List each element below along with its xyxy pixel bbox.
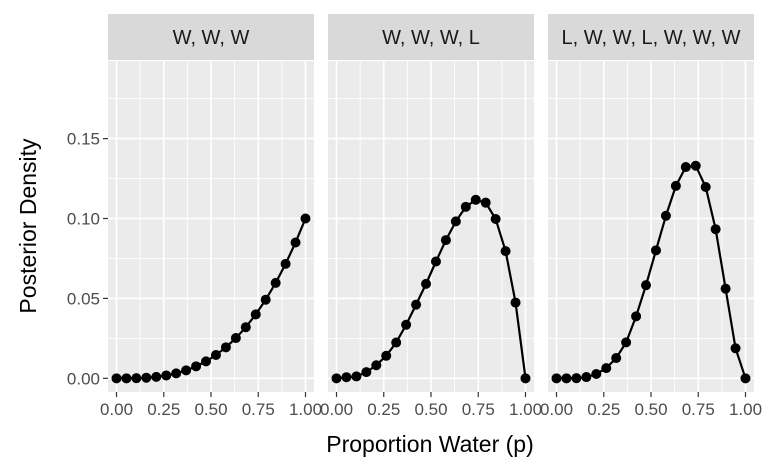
data-point <box>260 294 271 305</box>
facet-strip-title: W, W, W <box>173 27 250 49</box>
y-axis: 0.00 0.05 0.10 0.15 <box>67 130 108 388</box>
facet-strip <box>108 14 314 60</box>
data-point <box>621 337 632 348</box>
data-point <box>561 373 572 384</box>
x-tick-label: 0.00 <box>540 400 573 419</box>
data-point <box>411 299 422 310</box>
x-tick-label: 0.50 <box>194 400 227 419</box>
x-tick-label: 0.75 <box>242 400 275 419</box>
data-point <box>141 372 152 383</box>
data-point <box>381 350 392 361</box>
data-point <box>181 365 192 376</box>
data-point <box>161 370 172 381</box>
data-point <box>680 162 691 173</box>
data-point <box>631 311 642 322</box>
data-point <box>581 372 592 383</box>
y-tick-label: 0.05 <box>67 289 100 308</box>
facet-strip <box>328 14 534 60</box>
data-point <box>740 373 751 384</box>
data-point <box>700 182 711 193</box>
x-tick-label: 1.00 <box>729 400 762 419</box>
facet-strip-title: W, W, W, L <box>382 27 480 49</box>
facet-panel-2: W, W, W, L 0.00 0.25 0.50 0.75 1.00 <box>320 14 542 419</box>
data-point <box>401 319 412 330</box>
data-point <box>591 369 602 380</box>
data-point <box>601 363 612 374</box>
data-point <box>430 256 441 267</box>
data-point <box>641 280 652 291</box>
data-point <box>191 361 202 372</box>
data-point <box>391 337 402 348</box>
facet-strip <box>548 14 754 60</box>
data-point <box>220 342 231 353</box>
data-point <box>690 160 701 171</box>
data-point <box>730 343 741 354</box>
data-point <box>201 356 212 367</box>
data-point <box>500 246 511 257</box>
data-point <box>300 213 311 224</box>
data-point <box>720 283 731 294</box>
data-point <box>331 373 342 384</box>
data-point <box>371 360 382 371</box>
x-tick-label: 0.00 <box>320 400 353 419</box>
data-point <box>421 278 432 289</box>
y-tick-label: 0.15 <box>67 130 100 149</box>
data-point <box>230 333 241 344</box>
data-point <box>450 216 461 227</box>
facet-strip-title: L, W, W, L, W, W, W <box>562 27 741 49</box>
data-point <box>510 297 521 308</box>
data-point <box>710 224 721 235</box>
data-point <box>341 372 352 383</box>
x-tick-label: 0.25 <box>367 400 400 419</box>
facets-layer: W, W, W 0.00 0.25 0.50 0.75 1.00 W, W, W, L 0.0… <box>100 14 762 419</box>
data-point <box>111 373 122 384</box>
data-point <box>290 237 301 248</box>
x-axis-title: Proportion Water (p) <box>326 431 534 457</box>
x-tick-label: 0.50 <box>634 400 667 419</box>
data-point <box>490 213 501 224</box>
data-point <box>361 367 372 378</box>
x-tick-label: 0.50 <box>414 400 447 419</box>
data-point <box>571 373 582 384</box>
data-point <box>520 373 531 384</box>
y-axis-title: Posterior Density <box>15 138 41 314</box>
data-point <box>650 245 661 256</box>
data-point <box>171 368 182 379</box>
y-tick-label: 0.00 <box>67 369 100 388</box>
x-tick-label: 0.25 <box>587 400 620 419</box>
data-point <box>240 322 251 333</box>
data-point <box>280 258 291 269</box>
data-point <box>351 371 362 382</box>
x-tick-label: 0.00 <box>100 400 133 419</box>
x-tick-label: 0.75 <box>462 400 495 419</box>
x-tick-label: 1.00 <box>509 400 542 419</box>
data-point <box>440 235 451 246</box>
y-tick-label: 0.10 <box>67 210 100 229</box>
data-point <box>611 353 622 364</box>
data-point <box>270 277 281 288</box>
x-tick-label: 0.75 <box>682 400 715 419</box>
data-point <box>250 309 261 320</box>
data-point <box>151 371 162 382</box>
data-point <box>460 201 471 212</box>
data-point <box>121 373 132 384</box>
data-point <box>670 180 681 191</box>
x-tick-label: 1.00 <box>289 400 322 419</box>
data-point <box>470 194 481 205</box>
data-point <box>660 210 671 221</box>
data-point <box>480 197 491 208</box>
data-point <box>551 373 562 384</box>
facet-panel-3: L, W, W, L, W, W, W 0.00 0.25 0.50 0.75 1.00 <box>540 14 762 419</box>
data-point <box>131 373 142 384</box>
x-tick-label: 0.25 <box>147 400 180 419</box>
facet-panel-1: W, W, W 0.00 0.25 0.50 0.75 1.00 <box>100 14 322 419</box>
data-point <box>210 350 221 361</box>
